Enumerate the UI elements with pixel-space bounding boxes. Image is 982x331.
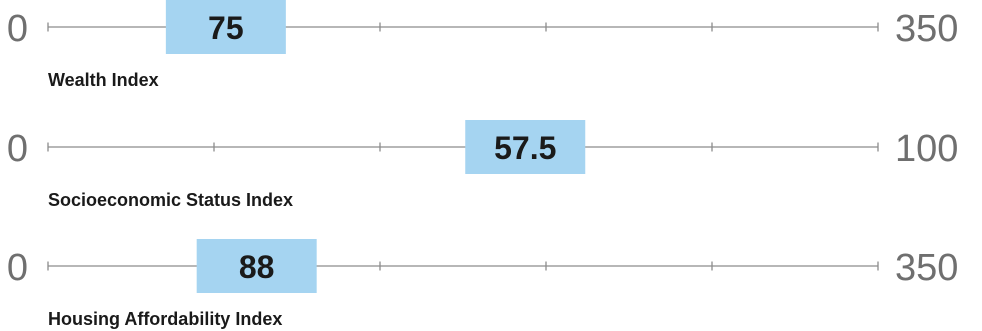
value-label: 75 [208,10,244,46]
axis-min-label: 0 [7,8,28,50]
value-label: 57.5 [494,130,556,166]
gauge-rows: 0 350 75 Wealth Index 0 100 57.5 Socioeconomic … [7,0,958,329]
axis-max-label: 350 [895,247,958,289]
axis-min-label: 0 [7,128,28,170]
axis-min-label: 0 [7,247,28,289]
value-marker [165,0,286,54]
gauge-name-label: Wealth Index [48,70,159,90]
value-label: 88 [239,249,275,285]
axis-max-label: 350 [895,8,958,50]
value-marker [196,239,317,293]
gauge-row: 0 100 57.5 Socioeconomic Status Index [7,120,958,210]
gauge-name-label: Housing Affordability Index [48,309,282,329]
gauge-row: 0 350 88 Housing Affordability Index [7,239,958,329]
gauge-row: 0 350 75 Wealth Index [7,0,958,90]
value-marker [465,120,586,174]
gauge-name-label: Socioeconomic Status Index [48,190,293,210]
axis-max-label: 100 [895,128,958,170]
